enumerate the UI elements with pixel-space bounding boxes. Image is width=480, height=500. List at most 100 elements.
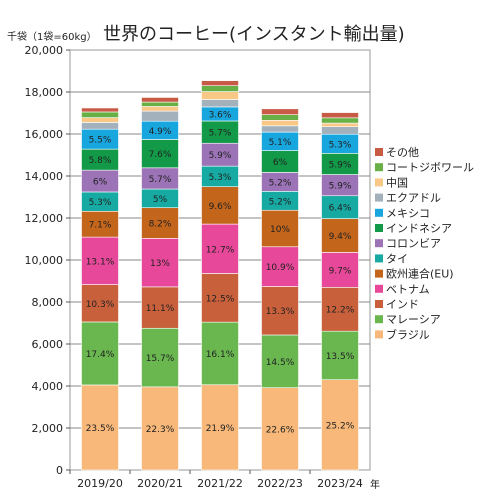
legend-swatch [375,254,383,263]
data-label: 17.4% [86,350,115,360]
bar-segment [201,273,239,323]
data-label: 12.2% [326,306,355,316]
bar-segment [321,330,359,381]
data-label: 8.2% [149,220,172,230]
x-tick-label: 2022/23 [257,477,303,490]
data-label: 9.4% [329,232,352,242]
y-axis-unit-label: 千袋（1袋=60kg） [7,32,97,43]
legend-label: 中国 [386,176,408,189]
data-label: 5.5% [89,136,112,146]
bar-segment [81,284,119,323]
data-label: 5.7% [209,129,232,139]
data-label: 11.1% [146,304,175,314]
y-tick-label: 20,000 [25,44,64,57]
chart-title: 世界のコーヒー(インスタント輸出量) [103,24,405,45]
data-label: 4.9% [149,127,172,137]
y-tick-label: 8,000 [32,296,64,309]
data-label: 5.7% [149,175,172,185]
data-label: 5.8% [89,156,112,166]
data-label: 9.6% [209,202,232,212]
legend-label: その他 [386,146,419,159]
bar-segment [261,108,299,115]
legend-swatch [375,208,383,217]
data-label: 9.7% [329,266,352,276]
bar-segment [321,122,359,127]
data-label: 10% [270,225,290,235]
bar-segment [261,114,299,121]
bar-segment [141,106,179,112]
bar-segment [141,101,179,107]
bar-segment [81,107,119,113]
bar-segment [141,238,179,288]
y-tick-label: 10,000 [25,254,64,267]
data-label: 5.3% [209,173,232,183]
bar-segment [261,120,299,127]
data-label: 3.6% [209,110,232,120]
y-tick-label: 12,000 [25,212,64,225]
legend-label: エクアドル [386,192,441,205]
data-label: 21.9% [206,424,235,434]
bar-segment [261,246,299,287]
bar-segment [201,85,239,92]
bar-segment [261,125,299,133]
legend-label: インドネシア [386,222,452,235]
data-label: 16.1% [206,350,235,360]
y-tick-label: 16,000 [25,128,64,141]
data-label: 25.2% [326,421,355,431]
legend-label: インド [386,298,419,311]
bar-segment [201,321,239,386]
data-label: 5.9% [329,160,352,170]
bar-segment [201,91,239,100]
legend-swatch [375,239,383,248]
legend-label: ベトナム [386,283,430,296]
data-label: 5.9% [209,151,232,161]
x-axis-unit-label: 年 [370,480,380,491]
legend-label: タイ [386,252,408,265]
data-label: 5.9% [329,182,352,192]
y-tick-label: 2,000 [32,422,64,435]
bar-segment [201,99,239,108]
data-label: 13.1% [86,257,115,267]
data-label: 5.2% [269,178,292,188]
data-label: 10.9% [266,263,295,273]
data-label: 5.3% [329,140,352,150]
data-label: 13% [150,259,170,269]
bar-segment [81,122,119,130]
data-label: 13.3% [266,307,295,317]
bar-segment [141,286,179,329]
bar-segment [321,112,359,119]
bar-segment [201,186,239,225]
legend-label: メキシコ [386,207,430,220]
bar-segment [201,384,239,471]
y-tick-label: 18,000 [25,86,64,99]
legend-swatch [375,193,383,202]
legend-swatch [375,163,383,172]
legend-label: マレーシア [386,313,441,326]
data-label: 14.5% [266,358,295,368]
x-tick-label: 2023/24 [317,477,363,490]
data-label: 10.3% [86,300,115,310]
y-tick-label: 4,000 [32,380,64,393]
data-label: 5.1% [269,138,292,148]
bar-segment [81,210,119,238]
data-label: 6% [93,178,108,188]
bar-segment [261,286,299,336]
x-tick-label: 2019/20 [77,477,123,490]
bar-segment [141,386,179,471]
bar-segment [81,111,119,118]
legend-swatch [375,148,383,156]
legend-label: ブラジル [386,327,430,341]
data-label: 7.6% [149,150,172,160]
data-label: 5.3% [89,198,112,208]
x-tick-label: 2021/22 [197,477,243,490]
bar-segment [141,139,179,169]
legend-label: コートジボワール [386,161,474,174]
data-label: 13.5% [326,352,355,362]
bar-segment [261,209,299,248]
bar-segment [321,286,359,332]
data-label: 12.7% [206,245,235,255]
data-label: 5% [153,195,168,205]
bar-segment [81,236,119,285]
